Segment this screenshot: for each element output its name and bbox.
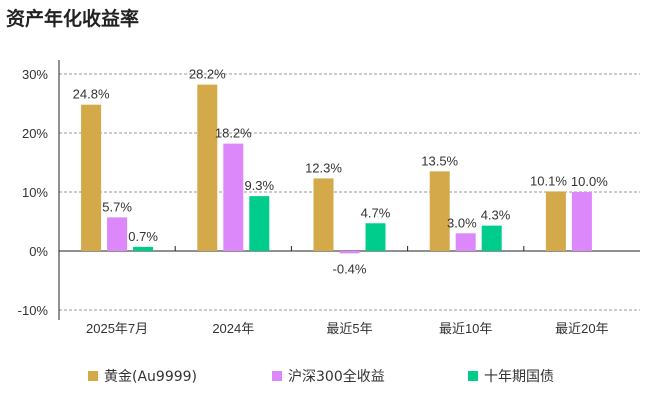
data-label: 10.0% [571,174,608,189]
data-label: 12.3% [305,160,342,175]
bar-0 [197,84,218,252]
y-tick-label: -10% [18,303,49,318]
data-label: 9.3% [244,178,274,193]
y-tick-label: 10% [22,185,48,200]
chart-title: 资产年化收益率 [6,8,140,30]
y-tick-label: 0% [29,244,48,259]
data-label: 28.2% [189,67,226,82]
bar-0 [545,191,566,251]
bar-1 [223,143,244,251]
bar-2 [249,196,270,251]
legend-label: 沪深300全收益 [288,369,385,385]
bar-0 [313,178,334,251]
x-tick-label: 最近20年 [555,321,608,336]
y-tick-label: 20% [22,126,48,141]
legend-label: 十年期国债 [484,369,554,385]
data-label: 4.7% [361,205,391,220]
bar-0 [429,171,450,251]
data-label: 10.1% [530,173,567,188]
data-label: 13.5% [421,153,458,168]
legend-swatch [272,371,282,381]
data-label: 0.7% [128,229,158,244]
bar-2 [133,246,154,251]
data-label: -0.4% [333,261,367,276]
bar-1 [107,217,128,251]
bar-2 [481,225,502,251]
y-tick-label: 30% [22,67,48,82]
x-tick-label: 最近5年 [326,321,372,336]
data-label: 24.8% [73,87,110,102]
legend-swatch [88,371,98,381]
legend-label: 黄金(Au9999) [104,369,198,385]
legend-item: 沪深300全收益 [272,366,385,386]
data-label: 4.3% [481,208,511,223]
bar-1 [571,192,592,251]
bar-1 [455,233,476,251]
legend-item: 十年期国债 [468,366,554,386]
legend-swatch [468,371,478,381]
data-label: 5.7% [102,199,132,214]
x-tick-label: 2024年 [212,321,254,336]
bar-0 [81,104,102,252]
data-label: 18.2% [215,126,252,141]
x-tick-label: 最近10年 [439,321,492,336]
data-label: 3.0% [447,215,477,230]
bar-2 [365,223,386,251]
bar-1 [339,251,360,254]
legend-item: 黄金(Au9999) [88,366,197,386]
x-tick-label: 2025年7月 [86,321,148,336]
